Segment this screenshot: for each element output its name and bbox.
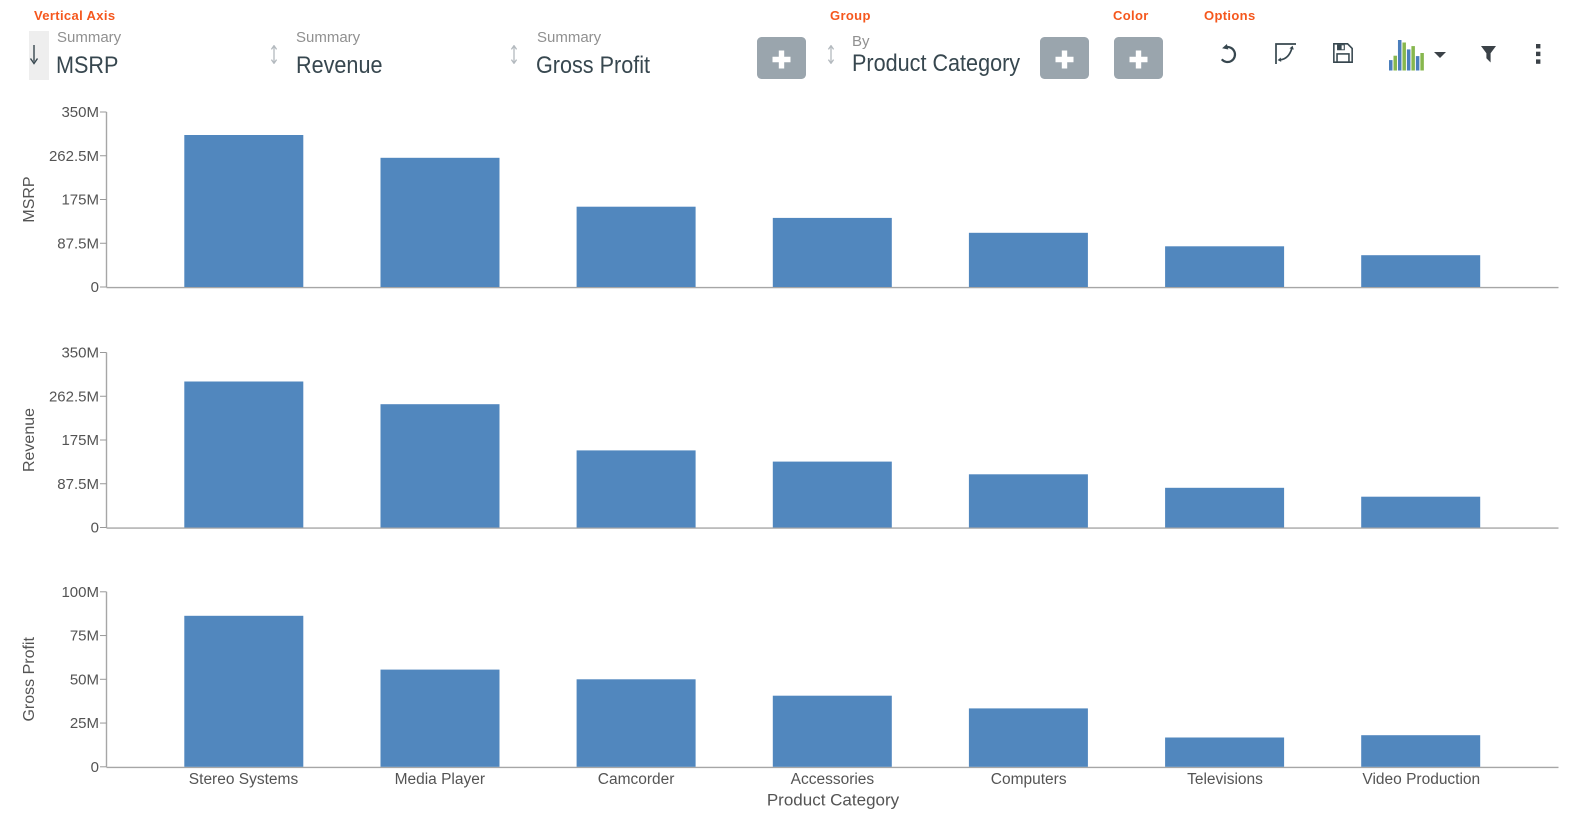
svg-text:MSRP: MSRP [21,176,38,222]
svg-text:25M: 25M [70,715,99,732]
svg-text:50M: 50M [70,671,99,688]
svg-text:87.5M: 87.5M [57,476,99,493]
svg-text:87.5M: 87.5M [57,235,99,252]
svg-text:175M: 175M [61,192,99,209]
svg-text:Gross Profit: Gross Profit [21,637,38,722]
svg-text:Video Production: Video Production [1362,771,1480,788]
svg-text:0: 0 [91,759,99,776]
svg-text:350M: 350M [61,345,99,362]
svg-text:Stereo Systems: Stereo Systems [189,771,299,788]
svg-text:262.5M: 262.5M [49,388,99,405]
svg-text:100M: 100M [61,584,99,601]
svg-text:175M: 175M [61,432,99,449]
svg-text:Media Player: Media Player [395,771,485,788]
svg-text:Televisions: Televisions [1187,771,1263,788]
svg-text:Product Category: Product Category [767,791,900,810]
svg-text:350M: 350M [61,104,99,121]
svg-text:Camcorder: Camcorder [598,771,675,788]
svg-text:Revenue: Revenue [21,408,38,472]
svg-text:75M: 75M [70,628,99,645]
svg-text:0: 0 [91,279,99,296]
svg-text:0: 0 [91,520,99,537]
svg-text:Computers: Computers [991,771,1067,788]
svg-text:Accessories: Accessories [791,771,875,788]
svg-text:262.5M: 262.5M [49,148,99,165]
